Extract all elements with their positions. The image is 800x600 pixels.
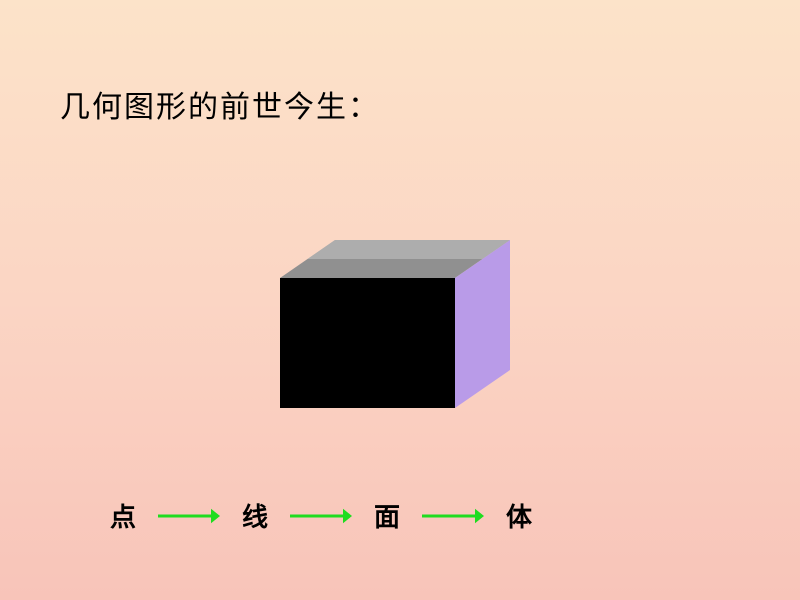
cube-diagram xyxy=(280,240,520,420)
flow-label-point: 点 xyxy=(110,497,136,534)
cube-svg xyxy=(280,240,520,420)
arrow-icon xyxy=(290,505,352,527)
flow-row: 点 线 面 体 xyxy=(110,497,532,534)
flow-label-body: 体 xyxy=(506,497,532,534)
flow-label-face: 面 xyxy=(374,497,400,534)
flow-label-line: 线 xyxy=(242,497,268,534)
slide-title: 几何图形的前世今生： xyxy=(60,82,380,126)
arrow-icon xyxy=(422,505,484,527)
arrow-icon xyxy=(158,505,220,527)
